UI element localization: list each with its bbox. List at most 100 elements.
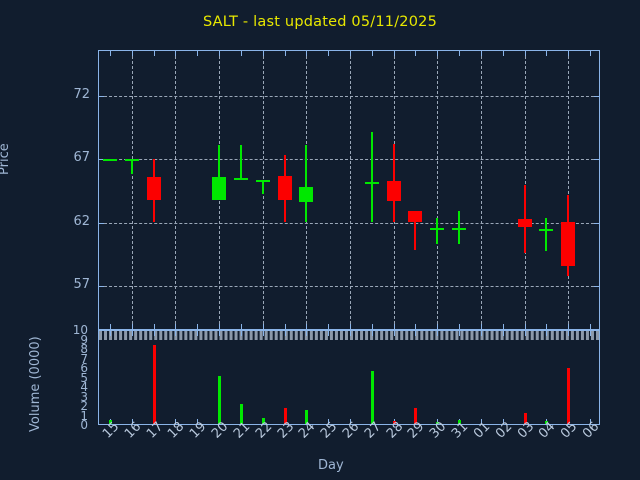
axis-tick	[285, 324, 286, 329]
axis-tick	[306, 51, 307, 56]
axis-tick	[110, 324, 111, 329]
axis-tick	[459, 324, 460, 329]
axis-tick	[415, 51, 416, 56]
axis-tick	[132, 419, 133, 424]
axis-tick	[546, 331, 547, 336]
volume-bar	[305, 409, 308, 424]
axis-tick	[263, 331, 264, 336]
axis-tick	[306, 331, 307, 336]
axis-tick	[481, 331, 482, 336]
candle-wick	[371, 132, 373, 222]
axis-tick	[154, 51, 155, 56]
axis-tick	[437, 331, 438, 336]
axis-tick	[437, 419, 438, 424]
axis-tick	[350, 324, 351, 329]
volume-tick-label: 1	[80, 408, 88, 423]
axis-tick	[568, 331, 569, 336]
axis-tick	[372, 324, 373, 329]
axis-tick	[110, 331, 111, 336]
axis-tick	[546, 324, 547, 329]
day-gridline	[437, 51, 438, 329]
candle-wick	[414, 211, 416, 250]
candle-wick	[262, 179, 264, 194]
axis-tick	[568, 51, 569, 56]
candle-wick	[240, 145, 242, 179]
volume-gridline	[99, 335, 599, 336]
candle-body	[365, 182, 379, 184]
axis-tick	[219, 331, 220, 336]
axis-tick	[481, 419, 482, 424]
volume-gridline	[99, 338, 599, 339]
candle-wick	[305, 145, 307, 222]
day-gridline	[175, 51, 176, 329]
volume-bar	[567, 367, 570, 424]
candle-wick	[436, 217, 438, 245]
axis-tick	[350, 331, 351, 336]
axis-tick	[590, 419, 591, 424]
axis-tick	[219, 324, 220, 329]
axis-tick	[394, 51, 395, 56]
volume-bar	[458, 420, 461, 424]
candle-body	[430, 228, 444, 230]
price-series-layer	[99, 51, 599, 329]
candle-body	[539, 229, 553, 231]
candle-wick	[131, 159, 133, 175]
volume-bar	[153, 345, 156, 424]
axis-tick	[546, 51, 547, 56]
axis-tick	[594, 222, 599, 224]
volume-bar	[393, 421, 396, 424]
axis-tick	[175, 324, 176, 329]
axis-tick	[415, 331, 416, 336]
candle-wick	[524, 184, 526, 254]
axis-tick	[594, 95, 599, 97]
axis-tick	[241, 51, 242, 56]
axis-tick	[285, 331, 286, 336]
price-tick-label: 62	[73, 213, 90, 229]
candle-wick	[458, 211, 460, 245]
volume-gridline	[99, 336, 599, 337]
volume-gridline	[99, 337, 599, 338]
volume-gridline	[99, 339, 599, 340]
axis-tick	[263, 324, 264, 329]
volume-bar	[414, 407, 417, 424]
candle-body	[452, 228, 466, 230]
candle-body	[278, 175, 292, 200]
axis-tick	[350, 51, 351, 56]
candle-body	[103, 159, 117, 161]
volume-bar	[262, 418, 265, 424]
volume-bar	[218, 375, 221, 424]
price-tick-label: 57	[73, 277, 90, 293]
price-tick-label: 67	[73, 150, 90, 166]
axis-tick	[99, 95, 104, 97]
axis-tick	[503, 324, 504, 329]
axis-tick	[328, 331, 329, 336]
candle-wick	[545, 217, 547, 251]
price-gridline	[99, 286, 599, 288]
axis-tick	[219, 51, 220, 56]
axis-tick	[197, 419, 198, 424]
day-gridline	[481, 51, 482, 329]
candle-body	[212, 177, 226, 200]
axis-tick	[241, 331, 242, 336]
axis-tick	[481, 324, 482, 329]
axis-tick	[590, 324, 591, 329]
candle-wick	[218, 145, 220, 200]
axis-tick	[503, 51, 504, 56]
axis-tick	[132, 324, 133, 329]
candle-body	[561, 221, 575, 267]
axis-tick	[459, 51, 460, 56]
price-gridline	[99, 95, 599, 97]
axis-tick	[437, 51, 438, 56]
volume-bar	[371, 370, 374, 424]
axis-tick	[99, 286, 104, 288]
candle-body	[299, 187, 313, 203]
candle-body	[234, 178, 248, 180]
price-plot-area	[98, 50, 600, 330]
axis-tick	[372, 331, 373, 336]
axis-tick	[525, 324, 526, 329]
volume-plot-area	[98, 330, 600, 425]
axis-tick	[590, 51, 591, 56]
axis-tick	[306, 324, 307, 329]
axis-tick	[459, 331, 460, 336]
axis-tick	[525, 331, 526, 336]
